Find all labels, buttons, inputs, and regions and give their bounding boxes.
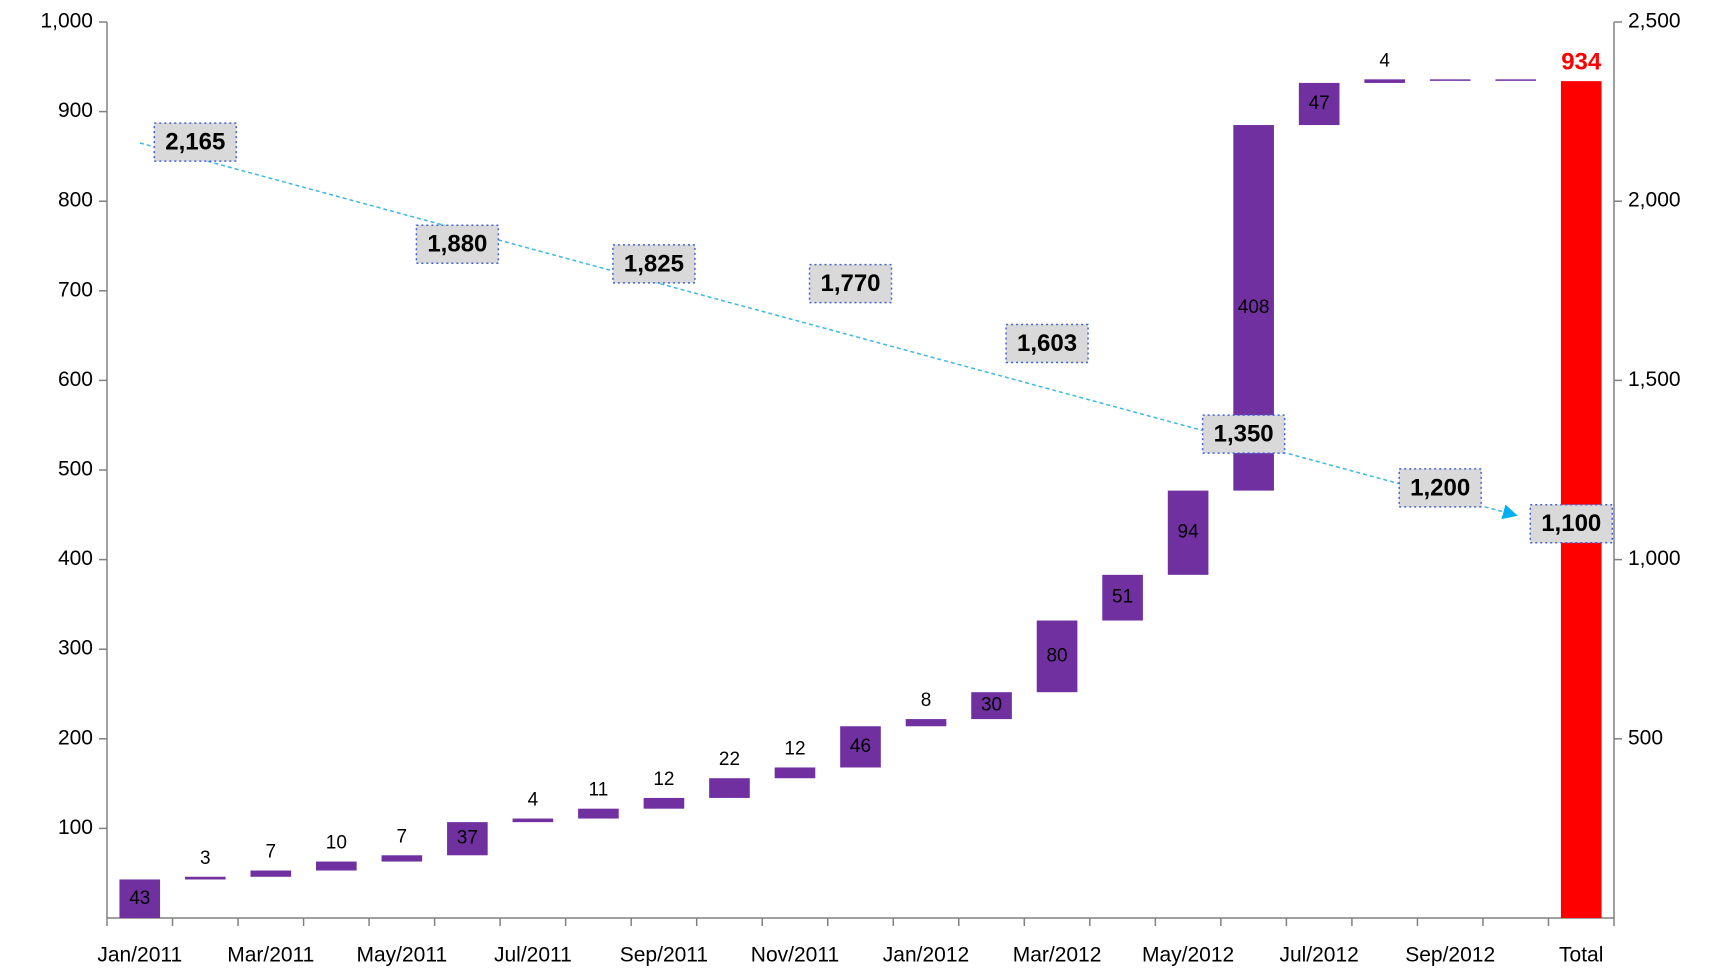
x-tick-label: May/2011 (357, 944, 448, 967)
data-label: 4 (528, 790, 539, 811)
y2-tick-label: 500 (1628, 726, 1663, 749)
x-tick-label: Jul/2012 (1279, 944, 1358, 967)
data-label: 80 (1046, 645, 1067, 666)
data-label: 12 (653, 769, 674, 790)
bar (840, 726, 881, 768)
bar (1102, 574, 1143, 621)
data-label: 11 (589, 780, 609, 801)
y2-tick-label: 1,500 (1628, 368, 1681, 391)
data-label: 408 (1238, 297, 1270, 318)
annotation-box (415, 224, 500, 264)
bar (1495, 79, 1537, 81)
bar (1167, 490, 1209, 575)
data-label: 94 (1178, 522, 1200, 543)
x-tick-label: Sep/2011 (620, 944, 708, 967)
data-label: 12 (784, 738, 805, 759)
bar (119, 879, 161, 918)
annotation-label: 1,100 (1541, 510, 1601, 537)
x-tick-label: Nov/2011 (751, 944, 839, 967)
annotation-box (612, 244, 696, 284)
annotation-label: 1,603 (1017, 330, 1077, 357)
data-label: 37 (457, 828, 478, 849)
x-tick-label: Total (1559, 944, 1603, 967)
x-tick-label: Mar/2011 (227, 944, 314, 967)
data-label: 46 (850, 736, 871, 757)
bar (1429, 79, 1471, 81)
y2-tick-label: 1,000 (1628, 547, 1681, 570)
annotation-box (808, 263, 893, 304)
y-tick-label: 900 (58, 99, 93, 122)
data-label: 3 (200, 848, 211, 869)
bar (709, 778, 750, 798)
x-tick-label: Sep/2012 (1405, 944, 1495, 967)
data-label: 4 (1379, 50, 1390, 71)
data-label: 10 (326, 833, 347, 854)
data-label: 51 (1112, 587, 1133, 608)
bar (1364, 79, 1405, 83)
annotation-label: 1,350 (1214, 421, 1274, 448)
bar (1298, 82, 1340, 126)
x-tick-label: Jan/2011 (97, 944, 182, 967)
annotation-label: 2,165 (165, 128, 225, 155)
annotation-label: 1,770 (820, 270, 880, 297)
bar (250, 870, 292, 877)
annotation-box (1005, 323, 1089, 364)
y-tick-label: 800 (58, 189, 93, 212)
y-tick-label: 1,000 (40, 10, 93, 33)
annotation-box (1201, 414, 1286, 454)
y-tick-label: 200 (58, 726, 93, 749)
x-tick-label: Mar/2012 (1013, 944, 1102, 967)
annotation-label: 1,200 (1410, 474, 1470, 501)
bar (971, 692, 1012, 720)
bar (1036, 620, 1078, 693)
bar (316, 861, 357, 871)
data-label: 934 (1561, 48, 1602, 75)
annotation-box (1398, 468, 1482, 508)
y-tick-label: 600 (58, 368, 93, 391)
y2-tick-label: 2,000 (1628, 189, 1681, 212)
annotation-box (153, 122, 238, 162)
y-tick-label: 700 (58, 278, 93, 301)
data-label: 30 (981, 695, 1002, 716)
y2-tick-label: 2,500 (1628, 10, 1681, 33)
trend-arrow (139, 142, 1518, 520)
data-label: 43 (129, 888, 150, 909)
x-tick-label: Jan/2012 (883, 944, 969, 967)
bar (447, 822, 488, 856)
bar (381, 855, 423, 862)
annotation-box (1529, 504, 1613, 544)
annotation-label: 1,825 (624, 250, 684, 277)
y-tick-label: 100 (58, 816, 93, 839)
data-label: 47 (1309, 93, 1330, 114)
bar (512, 818, 554, 823)
y-tick-label: 500 (58, 458, 93, 481)
bar (184, 876, 226, 880)
x-tick-label: Jul/2011 (494, 944, 572, 967)
data-label: 7 (397, 826, 408, 847)
bar (774, 767, 816, 779)
bar (643, 797, 685, 809)
y-tick-label: 300 (58, 637, 93, 660)
data-label: 22 (719, 749, 740, 770)
bar (578, 808, 619, 819)
x-tick-label: May/2012 (1142, 944, 1234, 967)
annotation-label: 1,880 (427, 231, 487, 258)
bar (905, 719, 947, 727)
data-label: 8 (921, 690, 932, 711)
data-label: 7 (266, 842, 277, 863)
y-tick-label: 400 (58, 547, 93, 570)
total-bar (1560, 81, 1602, 919)
